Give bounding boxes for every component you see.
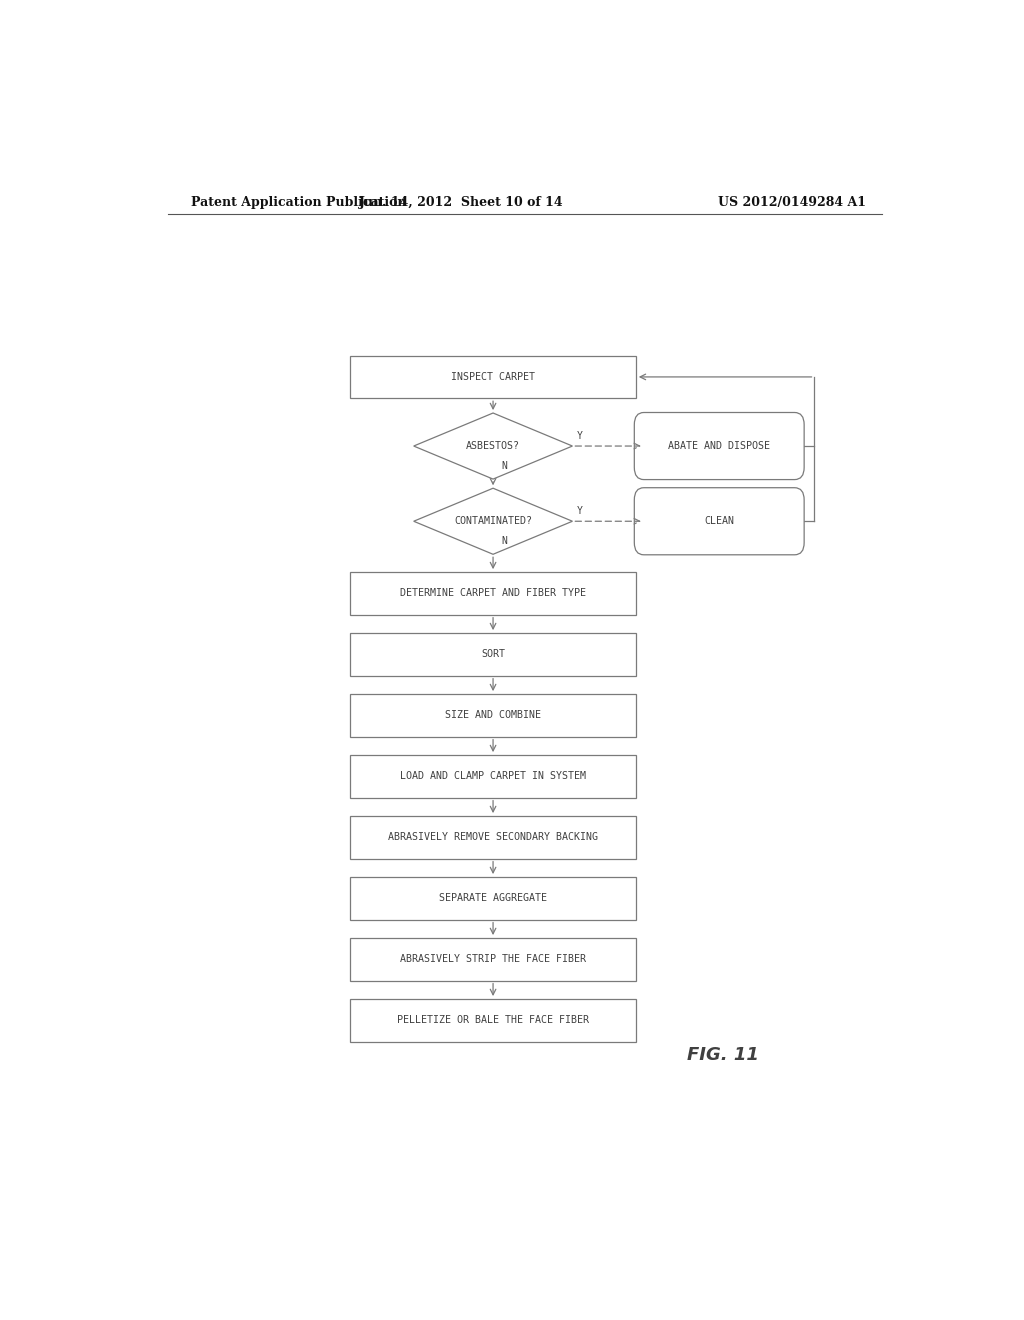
Text: PELLETIZE OR BALE THE FACE FIBER: PELLETIZE OR BALE THE FACE FIBER [397, 1015, 589, 1026]
Text: DETERMINE CARPET AND FIBER TYPE: DETERMINE CARPET AND FIBER TYPE [400, 589, 586, 598]
FancyBboxPatch shape [350, 634, 636, 676]
FancyBboxPatch shape [350, 816, 636, 859]
Text: ABRASIVELY REMOVE SECONDARY BACKING: ABRASIVELY REMOVE SECONDARY BACKING [388, 833, 598, 842]
Text: N: N [501, 461, 507, 471]
Polygon shape [414, 488, 572, 554]
FancyBboxPatch shape [350, 939, 636, 981]
FancyBboxPatch shape [350, 999, 636, 1041]
Text: US 2012/0149284 A1: US 2012/0149284 A1 [718, 195, 866, 209]
FancyBboxPatch shape [350, 876, 636, 920]
Text: Jun. 14, 2012  Sheet 10 of 14: Jun. 14, 2012 Sheet 10 of 14 [359, 195, 563, 209]
Text: ABATE AND DISPOSE: ABATE AND DISPOSE [669, 441, 770, 451]
Text: N: N [501, 536, 507, 546]
Text: CONTAMINATED?: CONTAMINATED? [454, 516, 532, 527]
Polygon shape [414, 413, 572, 479]
Text: INSPECT CARPET: INSPECT CARPET [451, 372, 536, 381]
Text: SIZE AND COMBINE: SIZE AND COMBINE [445, 710, 541, 721]
Text: ABRASIVELY STRIP THE FACE FIBER: ABRASIVELY STRIP THE FACE FIBER [400, 954, 586, 965]
Text: SEPARATE AGGREGATE: SEPARATE AGGREGATE [439, 894, 547, 903]
Text: Patent Application Publication: Patent Application Publication [191, 195, 407, 209]
FancyBboxPatch shape [350, 755, 636, 797]
FancyBboxPatch shape [350, 572, 636, 615]
Text: FIG. 11: FIG. 11 [687, 1045, 760, 1064]
Text: ASBESTOS?: ASBESTOS? [466, 441, 520, 451]
Text: Y: Y [577, 506, 583, 516]
Text: LOAD AND CLAMP CARPET IN SYSTEM: LOAD AND CLAMP CARPET IN SYSTEM [400, 771, 586, 781]
FancyBboxPatch shape [634, 412, 804, 479]
Text: Y: Y [577, 430, 583, 441]
Text: SORT: SORT [481, 649, 505, 660]
FancyBboxPatch shape [634, 487, 804, 554]
Text: CLEAN: CLEAN [705, 516, 734, 527]
FancyBboxPatch shape [350, 355, 636, 399]
FancyBboxPatch shape [350, 694, 636, 737]
